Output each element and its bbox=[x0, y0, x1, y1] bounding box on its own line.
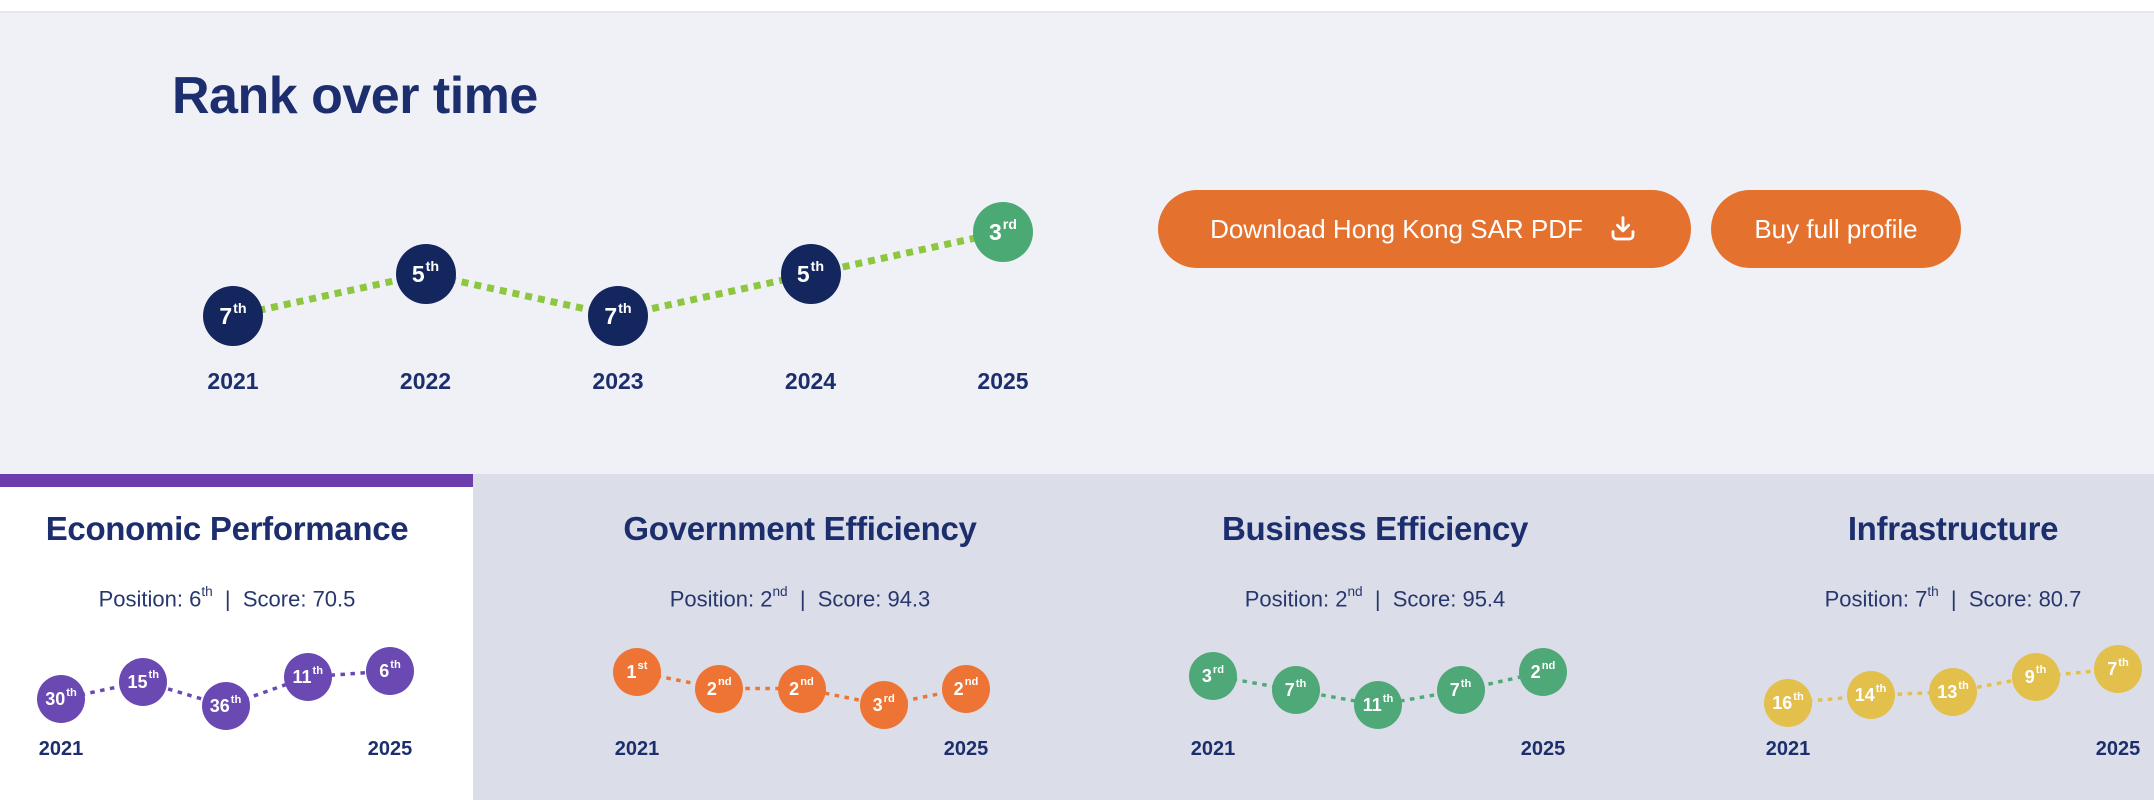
tab-position-score: Position: 2nd | Score: 94.3 bbox=[669, 584, 931, 612]
tab-title: Government Efficiency bbox=[623, 510, 977, 547]
tab-position-score: Position: 6th | Score: 70.5 bbox=[98, 584, 356, 612]
year-label-2023: 2023 bbox=[592, 368, 644, 394]
buy-full-profile-button[interactable]: Buy full profile bbox=[1711, 190, 1961, 268]
active-tab-panel bbox=[0, 474, 473, 800]
buy-full-profile-button-label: Buy full profile bbox=[1754, 213, 1918, 244]
year-label-2024: 2024 bbox=[784, 368, 837, 394]
page-title: Rank over time bbox=[172, 67, 538, 125]
year-label-2022: 2022 bbox=[399, 368, 452, 394]
year-label-2021: 2021 bbox=[207, 368, 259, 394]
tab-economic-performance[interactable]: Economic Performance Position: 6th | Sco… bbox=[0, 474, 473, 800]
tab-business-efficiency[interactable]: Business Efficiency Position: 2nd | Scor… bbox=[1087, 474, 1663, 800]
top-strip bbox=[0, 0, 2154, 13]
tab-government-efficiency[interactable]: Government Efficiency Position: 2nd | Sc… bbox=[513, 474, 1087, 800]
active-tab-indicator bbox=[0, 474, 473, 487]
year-label-2025: 2025 bbox=[977, 368, 1029, 394]
tab-title: Business Efficiency bbox=[1221, 510, 1529, 547]
download-pdf-button-label: Download Hong Kong SAR PDF bbox=[1210, 213, 1583, 244]
download-pdf-button[interactable]: Download Hong Kong SAR PDF bbox=[1158, 190, 1691, 268]
tab-position-score: Position: 2nd | Score: 95.4 bbox=[1244, 584, 1506, 612]
tab-title: Infrastructure bbox=[1847, 510, 2059, 547]
tab-infrastructure[interactable]: Infrastructure Position: 7th | Score: 80… bbox=[1663, 474, 2154, 800]
tab-position-score: Position: 7th | Score: 80.7 bbox=[1824, 584, 2082, 612]
download-tray-icon bbox=[1611, 216, 1635, 241]
tab-title: Economic Performance bbox=[45, 510, 409, 547]
